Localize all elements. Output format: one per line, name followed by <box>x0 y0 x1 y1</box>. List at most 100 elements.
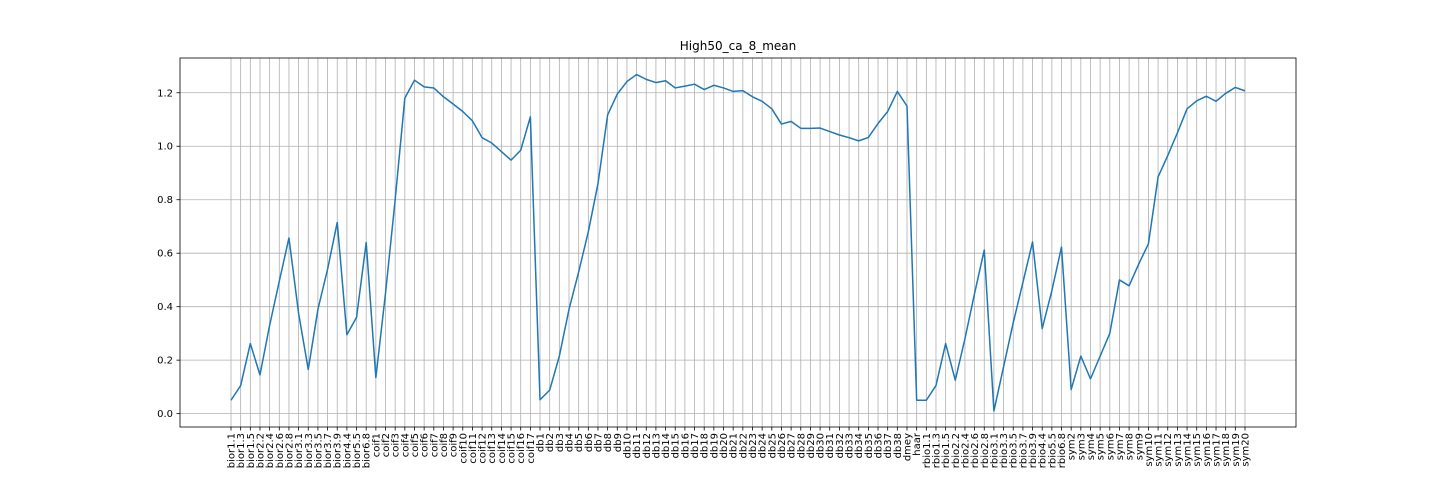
x-tick-label: bior3.3 <box>304 433 315 468</box>
y-tick-label: 0.2 <box>157 356 173 367</box>
y-tick-label: 0.6 <box>157 249 173 260</box>
x-tick-label: rbio2.8 <box>980 433 991 468</box>
x-tick-label: rbio3.5 <box>1009 433 1020 468</box>
x-tick-label: db16 <box>680 433 691 458</box>
x-tick-label: bior1.5 <box>246 433 257 468</box>
x-tick-label: db1 <box>536 433 547 452</box>
x-tick-label: coif5 <box>410 433 421 457</box>
x-tick-label: rbio5.5 <box>1047 433 1058 468</box>
x-tick-label: sym12 <box>1163 433 1174 467</box>
x-tick-label: sym2 <box>1067 433 1078 460</box>
x-tick-label: rbio3.9 <box>1028 433 1039 468</box>
x-axis: bior1.1bior1.3bior1.5bior2.2bior2.4bior2… <box>227 427 1252 468</box>
x-tick-label: db34 <box>854 433 865 458</box>
x-tick-label: bior2.6 <box>275 433 286 468</box>
x-tick-label: sym6 <box>1105 433 1116 460</box>
x-tick-label: coif6 <box>420 433 431 457</box>
x-tick-label: coif13 <box>487 433 498 464</box>
x-tick-label: db13 <box>651 433 662 458</box>
x-tick-label: coif3 <box>391 433 402 457</box>
x-tick-label: db3 <box>555 433 566 452</box>
x-tick-label: db22 <box>738 433 749 458</box>
x-tick-label: coif9 <box>449 433 460 457</box>
x-tick-label: bior4.4 <box>342 433 353 468</box>
x-tick-label: bior1.3 <box>236 433 247 468</box>
x-tick-label: db31 <box>825 433 836 458</box>
x-tick-label: rbio2.4 <box>960 433 971 468</box>
x-tick-label: coif1 <box>371 433 382 457</box>
x-tick-label: bior1.1 <box>227 433 238 468</box>
x-tick-label: db17 <box>690 433 701 458</box>
x-tick-label: db38 <box>893 433 904 458</box>
x-tick-label: rbio3.7 <box>1018 433 1029 468</box>
x-tick-label: db4 <box>565 433 576 452</box>
x-tick-label: db23 <box>748 433 759 458</box>
x-tick-label: rbio1.1 <box>922 433 933 468</box>
x-tick-label: coif8 <box>439 433 450 457</box>
x-tick-label: coif14 <box>497 433 508 464</box>
x-tick-label: bior2.2 <box>255 433 266 468</box>
x-tick-label: sym17 <box>1212 433 1223 467</box>
x-tick-label: db10 <box>622 433 633 458</box>
x-tick-label: db24 <box>758 433 769 458</box>
x-tick-label: db35 <box>864 433 875 458</box>
x-tick-label: db30 <box>816 433 827 458</box>
x-tick-label: sym8 <box>1125 433 1136 460</box>
x-tick-label: db5 <box>574 433 585 452</box>
y-axis: 0.0 0.2 0.4 0.6 0.8 1.0 1.2 <box>157 88 180 420</box>
x-tick-label: coif16 <box>516 433 527 464</box>
x-tick-label: db20 <box>719 433 730 458</box>
x-tick-label: db26 <box>777 433 788 458</box>
x-tick-label: sym18 <box>1221 433 1232 467</box>
x-tick-label: db28 <box>796 433 807 458</box>
x-tick-label: db7 <box>593 433 604 452</box>
x-tick-label: db9 <box>613 433 624 452</box>
x-tick-label: sym3 <box>1076 433 1087 460</box>
x-tick-label: db15 <box>671 433 682 458</box>
x-tick-label: sym4 <box>1086 433 1097 460</box>
y-tick-label: 0.8 <box>157 195 173 206</box>
x-tick-label: coif11 <box>468 433 479 464</box>
chart-title: High50_ca_8_mean <box>680 39 796 53</box>
x-tick-label: db32 <box>835 433 846 458</box>
x-tick-label: bior5.5 <box>352 433 363 468</box>
x-tick-label: db18 <box>700 433 711 458</box>
x-tick-label: rbio1.5 <box>941 433 952 468</box>
x-tick-label: bior3.1 <box>294 433 305 468</box>
x-tick-label: coif7 <box>429 433 440 457</box>
x-tick-label: sym9 <box>1134 433 1145 460</box>
x-tick-label: db37 <box>883 433 894 458</box>
x-tick-label: rbio2.2 <box>951 433 962 468</box>
x-tick-label: sym11 <box>1154 433 1165 467</box>
x-tick-label: db11 <box>632 433 643 458</box>
x-tick-label: db25 <box>767 433 778 458</box>
x-tick-label: sym7 <box>1115 433 1126 460</box>
y-tick-label: 0.0 <box>157 409 173 420</box>
x-tick-label: db19 <box>709 433 720 458</box>
x-tick-label: coif2 <box>381 433 392 457</box>
x-tick-label: db6 <box>584 433 595 452</box>
x-tick-label: rbio3.3 <box>999 433 1010 468</box>
x-tick-label: sym16 <box>1202 433 1213 467</box>
x-tick-label: rbio2.6 <box>970 433 981 468</box>
x-tick-label: sym19 <box>1231 433 1242 467</box>
x-tick-label: rbio4.4 <box>1038 433 1049 468</box>
x-tick-label: bior2.8 <box>284 433 295 468</box>
x-tick-label: coif12 <box>478 433 489 464</box>
y-gridlines <box>180 92 1296 415</box>
y-tick-label: 0.4 <box>157 302 173 313</box>
x-tick-label: bior3.5 <box>313 433 324 468</box>
x-tick-label: rbio3.1 <box>989 433 1000 468</box>
x-tick-label: sym10 <box>1144 433 1155 467</box>
x-tick-label: rbio1.3 <box>931 433 942 468</box>
x-tick-label: db14 <box>661 433 672 458</box>
series-line <box>230 73 1246 412</box>
x-tick-label: db8 <box>603 433 614 452</box>
x-tick-label: bior6.8 <box>362 433 373 468</box>
x-tick-label: coif10 <box>458 433 469 464</box>
x-tick-label: rbio6.8 <box>1057 433 1068 468</box>
x-tick-label: dmey <box>903 433 914 461</box>
x-tick-label: db33 <box>845 433 856 458</box>
x-tick-label: bior3.9 <box>333 433 344 468</box>
